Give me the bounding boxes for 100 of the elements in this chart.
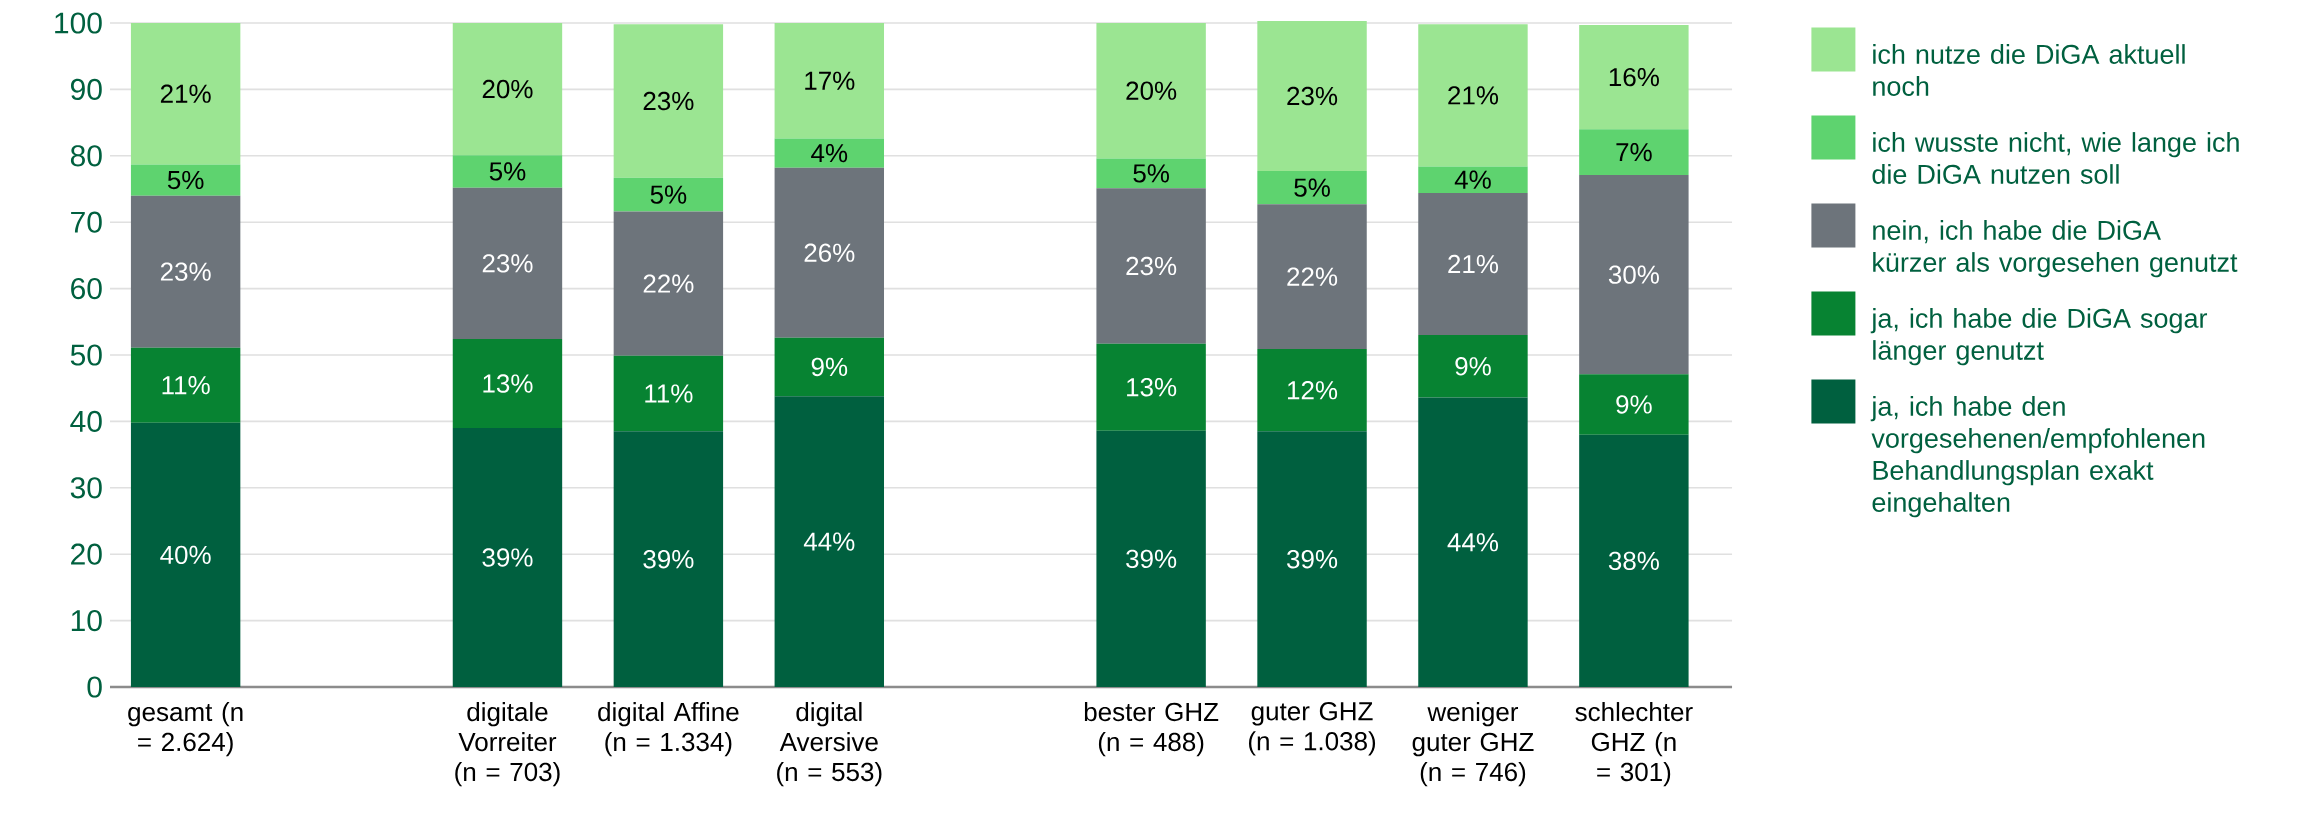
bar [613, 211, 724, 356]
bar [1418, 335, 1528, 398]
bar [452, 339, 563, 429]
data-label: 39% [1126, 549, 1177, 569]
x-tick-label: digital Aversive (n = 553) [777, 702, 882, 787]
data-label: 16% [1609, 67, 1659, 87]
data-label: 7% [1616, 143, 1652, 162]
data-label: 12% [1287, 381, 1338, 400]
bar [1257, 349, 1367, 432]
data-label: 23% [1287, 86, 1338, 106]
data-label: 22% [1287, 267, 1338, 286]
bar [130, 195, 241, 348]
bar [1418, 192, 1528, 336]
bar [613, 177, 724, 212]
x-tick-label: digitale Vorreiter (n = 703) [455, 702, 560, 787]
bar [1579, 129, 1689, 176]
data-label: 39% [482, 548, 533, 567]
y-tick-label: 90 [71, 78, 102, 100]
bar [1418, 166, 1528, 193]
data-label: 44% [1447, 533, 1499, 552]
data-label: 4% [1454, 170, 1491, 189]
bar [1096, 343, 1206, 431]
data-label: 39% [643, 549, 694, 569]
data-label: 9% [1455, 357, 1491, 376]
y-tick-label: 10 [71, 609, 102, 632]
y-tick-label: 30 [70, 477, 102, 499]
bar [774, 396, 885, 687]
data-label: 5% [1133, 164, 1169, 183]
data-label: 21% [160, 84, 211, 103]
data-label: 5% [1294, 178, 1330, 197]
legend-label: ja, ich habe die DiGA sogar länger genutzt [1870, 308, 2208, 366]
bar [613, 24, 724, 178]
y-tick-label: 80 [70, 145, 102, 167]
data-label: 13% [1127, 377, 1177, 397]
bar [774, 337, 885, 397]
data-label: 40% [160, 545, 211, 565]
data-label: 5% [167, 170, 204, 190]
bar [452, 187, 563, 340]
data-label: 30% [1608, 265, 1659, 284]
data-label: 39% [1287, 549, 1338, 569]
bar [774, 167, 885, 338]
data-label: 23% [482, 254, 533, 273]
y-tick-label: 40 [70, 410, 102, 432]
bar [452, 155, 563, 188]
bar [130, 347, 241, 423]
bar [1257, 204, 1367, 350]
bar [1579, 175, 1689, 375]
data-label: 22% [643, 274, 694, 293]
bar [774, 138, 885, 168]
data-label: 9% [811, 357, 848, 377]
bar [1579, 374, 1689, 435]
data-label: 26% [804, 243, 855, 262]
data-label: 44% [803, 532, 855, 551]
bar [613, 355, 724, 432]
bar [1096, 188, 1206, 344]
bar [1257, 21, 1367, 172]
data-label: 38% [1608, 551, 1659, 571]
bar [130, 164, 241, 196]
y-tick-label: 20 [71, 543, 102, 565]
x-tick-label: digital Affine (n = 1.334) [598, 702, 739, 757]
data-label: 21% [1448, 86, 1499, 105]
data-label: 17% [805, 71, 855, 90]
bar [130, 22, 241, 165]
bar [1096, 430, 1206, 687]
x-tick-label: gesamt (n = 2.624) [128, 702, 243, 757]
bar [1579, 24, 1689, 130]
bar [613, 431, 724, 687]
data-label: 20% [1126, 81, 1177, 100]
data-label: 5% [650, 185, 687, 204]
bar [1096, 22, 1206, 159]
y-tick-label: 0 [87, 676, 102, 698]
bar [1257, 171, 1367, 205]
y-tick-label: 70 [71, 211, 102, 233]
bar [452, 428, 563, 687]
bar [1096, 158, 1206, 189]
data-label: 4% [811, 144, 848, 163]
data-label: 11% [162, 376, 210, 395]
data-label: 23% [643, 91, 694, 111]
x-tick-label: schlechter GHZ (n = 301) [1575, 702, 1693, 787]
data-label: 21% [1448, 254, 1499, 274]
data-label: 23% [1126, 256, 1177, 276]
bar [452, 22, 563, 156]
data-label: 11% [645, 384, 693, 403]
y-tick-label: 50 [70, 344, 102, 366]
bar [1257, 431, 1367, 687]
data-label: 23% [160, 262, 211, 281]
legend-label: ich wusste nicht, wie lange ich die DiGA nutzen soll [1872, 132, 2239, 184]
x-tick-label: weniger guter GHZ (n = 746) [1412, 702, 1534, 787]
y-tick-label: 100 [55, 12, 102, 34]
data-label: 20% [482, 79, 533, 99]
bar [1579, 434, 1689, 687]
x-tick-label: bester GHZ (n = 488) [1084, 702, 1219, 757]
y-tick-label: 60 [71, 277, 102, 300]
bar [1418, 24, 1528, 167]
bar [130, 422, 241, 687]
x-tick-label: guter GHZ (n = 1.038) [1248, 702, 1376, 756]
legend-label: ja, ich habe den vorgesehenen/empfohlenen Behandlungsplan exakt eingehalten [1870, 396, 2205, 518]
legend-label: ich nutze die DiGA aktuell noch [1873, 44, 2185, 96]
bar [774, 22, 885, 139]
legend-label: nein, ich habe die DiGA kürzer als vorgesehen genutzt [1873, 220, 2238, 278]
